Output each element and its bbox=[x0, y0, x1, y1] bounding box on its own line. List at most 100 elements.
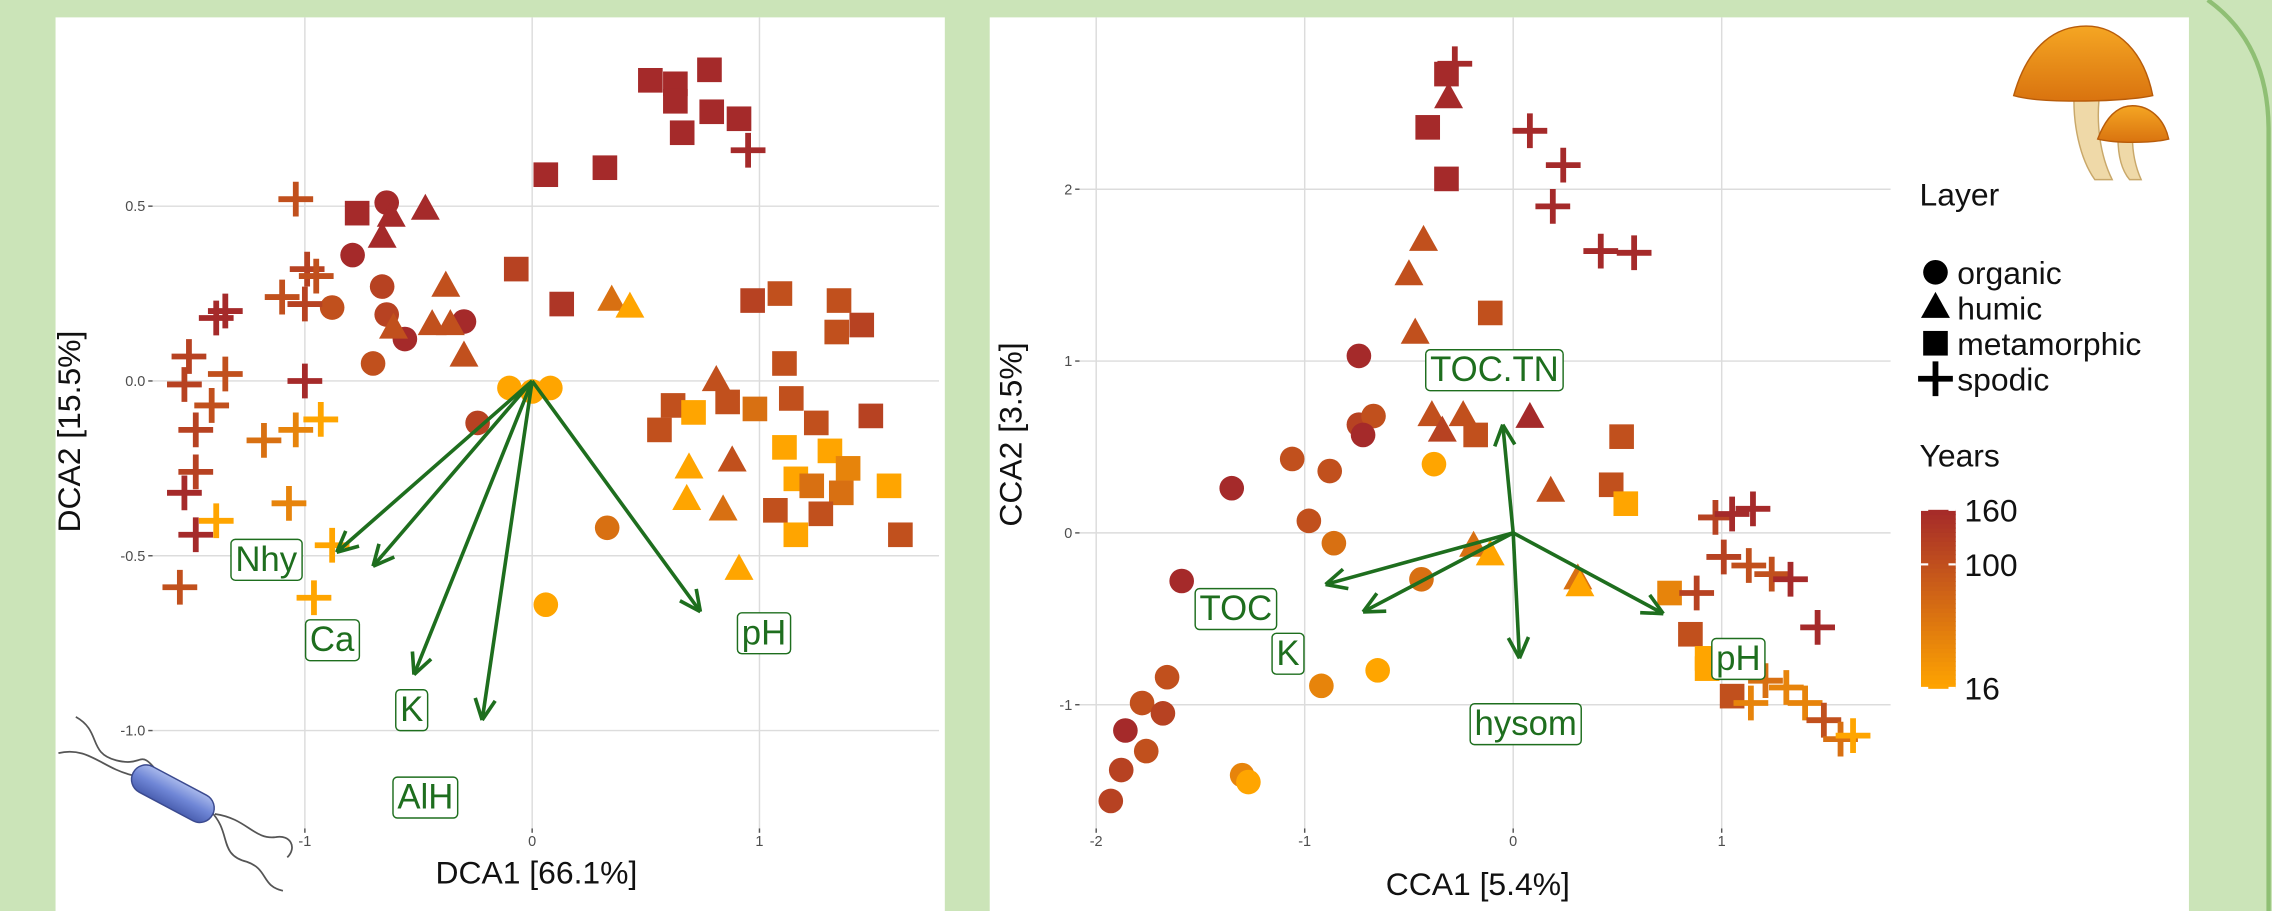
point bbox=[1434, 82, 1464, 109]
point bbox=[379, 312, 409, 339]
point bbox=[1427, 415, 1457, 442]
colorbar-label: 16 bbox=[1964, 671, 1999, 707]
point bbox=[1698, 500, 1733, 535]
arrow-label-box bbox=[304, 619, 361, 662]
x-tick-label: -1 bbox=[1298, 834, 1311, 850]
colorbar-segment bbox=[1920, 576, 1956, 582]
point bbox=[1365, 658, 1390, 683]
point bbox=[778, 386, 804, 411]
point bbox=[1219, 475, 1245, 501]
point bbox=[360, 351, 386, 376]
point bbox=[1787, 685, 1823, 721]
arrow bbox=[1512, 531, 1665, 616]
colorbar-segment bbox=[1920, 540, 1956, 547]
point bbox=[207, 356, 243, 392]
arrow-head bbox=[473, 697, 484, 721]
x-tick-label: 1 bbox=[755, 834, 763, 850]
colorbar-segment bbox=[1920, 549, 1956, 556]
legend-label: spodic bbox=[1957, 361, 2049, 397]
point bbox=[1394, 259, 1424, 286]
point bbox=[835, 456, 861, 481]
point bbox=[1773, 561, 1808, 597]
point bbox=[1616, 235, 1652, 271]
arrow-label: K bbox=[400, 691, 423, 729]
arrow-label-box bbox=[1194, 587, 1278, 631]
point bbox=[1309, 673, 1334, 699]
arrow-label: pH bbox=[1716, 640, 1760, 678]
arrow-label: K bbox=[1276, 635, 1299, 673]
colorbar-segment bbox=[1920, 532, 1956, 538]
arrow-label: AlH bbox=[397, 779, 453, 817]
arrow-head bbox=[1506, 637, 1522, 660]
point bbox=[194, 388, 230, 423]
point bbox=[503, 256, 529, 282]
point bbox=[167, 475, 202, 511]
y-tick-label: 2 bbox=[1064, 182, 1072, 198]
arrow bbox=[480, 380, 534, 721]
colorbar-segment bbox=[1920, 523, 1956, 529]
point bbox=[724, 553, 754, 580]
point bbox=[376, 200, 406, 227]
point bbox=[1317, 458, 1343, 484]
point bbox=[367, 221, 397, 248]
colorbar-segment bbox=[1920, 612, 1956, 618]
point bbox=[663, 88, 688, 114]
colorbar-segment bbox=[1920, 670, 1956, 676]
point bbox=[638, 67, 663, 93]
arrow-head bbox=[679, 599, 702, 614]
point bbox=[1133, 738, 1159, 764]
point bbox=[246, 423, 282, 458]
point bbox=[1236, 769, 1261, 795]
point bbox=[549, 291, 575, 317]
point bbox=[594, 515, 620, 541]
arrow-label-box bbox=[392, 776, 459, 819]
arrow-label: pH bbox=[742, 614, 786, 652]
arrow-head bbox=[410, 651, 416, 675]
point bbox=[538, 375, 563, 401]
colorbar-segment bbox=[1920, 581, 1956, 587]
point bbox=[264, 279, 300, 315]
legend-key bbox=[1920, 291, 1950, 318]
point bbox=[298, 258, 334, 294]
arrow bbox=[1325, 531, 1514, 587]
point bbox=[533, 592, 559, 618]
legend-label: humic bbox=[1957, 290, 2042, 326]
arrow-head bbox=[1501, 423, 1517, 446]
arrow-head bbox=[372, 555, 396, 568]
arrow bbox=[335, 379, 534, 554]
arrow-label-box bbox=[1469, 703, 1582, 746]
arrow-label: Ca bbox=[310, 621, 355, 659]
point bbox=[435, 309, 465, 336]
point bbox=[772, 351, 797, 376]
colorbar-segment bbox=[1920, 514, 1956, 520]
point bbox=[1475, 539, 1505, 566]
colorbar-label: 100 bbox=[1964, 547, 2017, 583]
x-tick-label: 0 bbox=[1509, 834, 1517, 850]
y-tick-label: -1.0 bbox=[120, 724, 145, 740]
legend-key bbox=[1923, 330, 1948, 356]
point bbox=[1735, 491, 1771, 527]
point bbox=[271, 485, 307, 521]
arrow-label-box bbox=[736, 612, 792, 655]
point bbox=[592, 155, 618, 181]
point bbox=[1434, 166, 1459, 192]
point bbox=[198, 503, 234, 539]
point bbox=[1150, 701, 1176, 726]
arrow-head bbox=[1640, 610, 1664, 616]
point bbox=[178, 412, 214, 448]
point bbox=[1448, 400, 1478, 427]
point bbox=[726, 106, 752, 132]
point bbox=[303, 402, 339, 437]
mushroom-icon bbox=[2012, 25, 2170, 181]
point bbox=[1400, 317, 1430, 344]
y-tick-label: -0.5 bbox=[120, 549, 145, 565]
colorbar-segment bbox=[1920, 656, 1956, 663]
colorbar-segment bbox=[1920, 607, 1956, 614]
arrow-head bbox=[336, 544, 360, 555]
point bbox=[1296, 508, 1322, 534]
arrow bbox=[1362, 531, 1515, 614]
point bbox=[1437, 46, 1473, 82]
point bbox=[1515, 401, 1545, 428]
point bbox=[1108, 757, 1134, 783]
colorbar-label: 160 bbox=[1964, 492, 2017, 528]
